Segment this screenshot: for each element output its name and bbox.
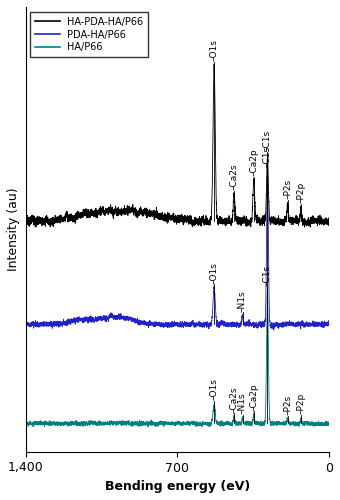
Text: –Ca2p: –Ca2p <box>249 383 258 410</box>
Text: –P2s: –P2s <box>283 180 292 200</box>
Legend: HA-PDA-HA/P66, PDA-HA/P66, HA/P66: HA-PDA-HA/P66, PDA-HA/P66, HA/P66 <box>30 12 148 58</box>
Text: –C1s: –C1s <box>263 265 272 286</box>
Y-axis label: Intensity (au): Intensity (au) <box>7 188 20 271</box>
Text: –C1s: –C1s <box>263 146 272 167</box>
Text: –N1s: –N1s <box>238 392 247 413</box>
Text: –P2p: –P2p <box>296 393 305 414</box>
Text: –Ca2s: –Ca2s <box>230 164 239 190</box>
Text: –N1s: –N1s <box>238 290 247 312</box>
Text: –C1s: –C1s <box>263 130 272 151</box>
Text: –O1s: –O1s <box>210 378 219 400</box>
Text: –Ca2p: –Ca2p <box>249 148 258 176</box>
Text: –O1s: –O1s <box>210 262 219 283</box>
Text: –P2p: –P2p <box>296 182 305 203</box>
Text: –P2s: –P2s <box>283 394 292 415</box>
X-axis label: Bending energy (eV): Bending energy (eV) <box>105 480 250 493</box>
Text: –O1s: –O1s <box>210 40 219 62</box>
Text: –Ca2s: –Ca2s <box>230 386 239 412</box>
